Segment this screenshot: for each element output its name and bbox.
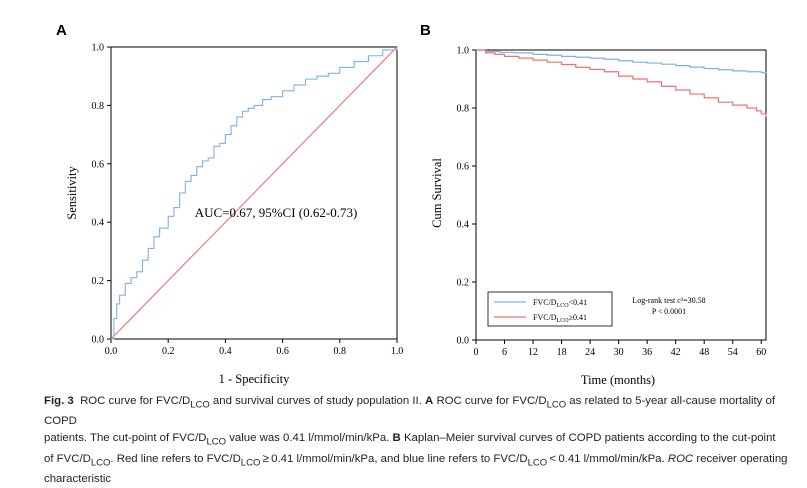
x-tick-label: 42 bbox=[671, 347, 681, 358]
plot-frame bbox=[110, 46, 398, 340]
y-tick-label: 0.2 bbox=[92, 276, 105, 287]
y-tick-label: 1.0 bbox=[457, 46, 470, 57]
plot-frame bbox=[475, 49, 767, 341]
legend-box bbox=[487, 291, 613, 327]
log-rank-annotation: Log-rank test c²=30.58 bbox=[632, 296, 705, 305]
y-axis-label: Sensitivity bbox=[65, 166, 79, 220]
roc-chart: 0.0 0.2 0.4 0.6 0.8 1.0 0.0 0.2 0.4 0.6 0.8 1.0 1 - … bbox=[65, 43, 403, 387]
survival-chart: 0 6 12 18 24 30 36 42 48 54 60 0.0 0.2 0.4 0.6 0.8 1.0 Ti… bbox=[430, 46, 767, 387]
y-tick-label: 0.6 bbox=[457, 162, 470, 173]
p-value-annotation: P < 0.0001 bbox=[652, 307, 686, 316]
y-tick-label: 0.0 bbox=[92, 335, 105, 346]
x-tick-label: 30 bbox=[614, 347, 624, 358]
legend-entry-main: FVC/D bbox=[533, 298, 557, 307]
survival-curve-high bbox=[476, 49, 767, 117]
caption-line: of FVC/DLCO. Red line refers to FVC/DLCO… bbox=[44, 452, 788, 468]
legend-entry-main: FVC/D bbox=[533, 313, 557, 322]
y-tick-label: 0.8 bbox=[457, 104, 470, 115]
legend-entry: FVC/DLCO<0.41 bbox=[533, 298, 587, 309]
panel-b-label: B bbox=[420, 22, 431, 39]
x-tick-label: 12 bbox=[528, 347, 538, 358]
x-tick-label: 0 bbox=[474, 347, 479, 358]
y-tick-label: 0.4 bbox=[457, 220, 470, 231]
x-tick-label: 1.0 bbox=[391, 346, 404, 357]
legend-entry: FVC/DLCO≥0.41 bbox=[533, 313, 587, 324]
x-tick-label: 54 bbox=[728, 347, 738, 358]
x-tick-label: 6 bbox=[502, 347, 507, 358]
y-tick-label: 0.0 bbox=[457, 336, 470, 347]
y-tick-label: 0.6 bbox=[92, 159, 105, 170]
reference-line bbox=[110, 46, 398, 340]
caption-line: Fig. 3 ROC curve for FVC/DLCO and surviv… bbox=[44, 395, 776, 428]
legend-entry-sub: LCO bbox=[557, 303, 570, 309]
caption-line: patients. The cut-point of FVC/DLCO valu… bbox=[44, 432, 776, 448]
y-axis-label: Cum Survival bbox=[430, 158, 444, 228]
y-tick-label: 0.8 bbox=[92, 101, 105, 112]
caption-line: characteristic bbox=[44, 472, 112, 485]
x-tick-label: 0.4 bbox=[219, 346, 232, 357]
y-tick-label: 1.0 bbox=[92, 43, 105, 54]
x-tick-label: 24 bbox=[585, 347, 595, 358]
x-tick-label: 0.8 bbox=[334, 346, 347, 357]
legend-entry-tail: <0.41 bbox=[569, 298, 588, 307]
legend-entry-sub: LCO bbox=[557, 318, 570, 324]
y-tick-label: 0.2 bbox=[457, 278, 470, 289]
x-tick-label: 36 bbox=[642, 347, 652, 358]
legend-entry-tail: ≥0.41 bbox=[569, 313, 587, 322]
x-axis-label: Time (months) bbox=[581, 373, 655, 387]
x-axis-label: 1 - Specificity bbox=[219, 372, 291, 386]
roc-curve bbox=[111, 47, 398, 340]
auc-annotation: AUC=0.67, 95%CI (0.62-0.73) bbox=[195, 205, 358, 220]
x-tick-label: 60 bbox=[756, 347, 766, 358]
y-tick-label: 0.4 bbox=[92, 218, 105, 229]
x-tick-label: 0.6 bbox=[276, 346, 289, 357]
x-tick-label: 48 bbox=[699, 347, 709, 358]
survival-curve-low bbox=[476, 49, 767, 74]
x-tick-label: 0.2 bbox=[162, 346, 175, 357]
figure-caption: Fig. 3 ROC curve for FVC/DLCO and surviv… bbox=[44, 393, 804, 488]
panel-a-label: A bbox=[56, 22, 67, 39]
x-tick-label: 18 bbox=[557, 347, 567, 358]
figure: A 0.0 0.2 0.4 0.6 0.8 1.0 0.0 0.2 0.4 0.6 0.8 1.0 1 … bbox=[56, 22, 767, 387]
x-tick-label: 0.0 bbox=[105, 346, 118, 357]
